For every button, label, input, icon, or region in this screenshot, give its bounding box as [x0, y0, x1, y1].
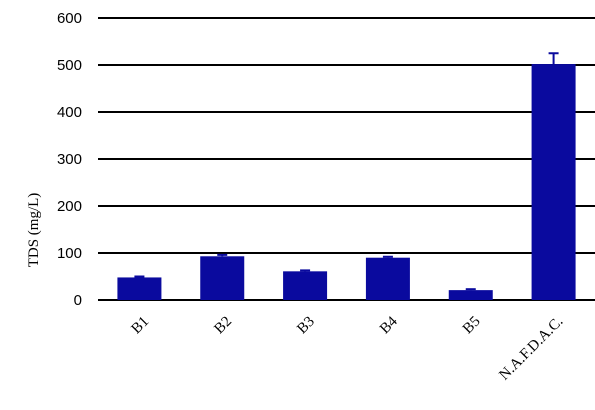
- y-tick-label: 0: [74, 292, 82, 309]
- y-tick-label: 300: [57, 151, 82, 168]
- bars: [117, 64, 576, 300]
- y-tick-label: 400: [57, 104, 82, 121]
- bar-b2: [200, 256, 245, 300]
- y-tick-label: 100: [57, 245, 82, 262]
- x-tick-label: B5: [460, 314, 484, 338]
- y-tick-label: 500: [57, 57, 82, 74]
- bar-b5: [448, 290, 493, 300]
- bar-b4: [365, 257, 410, 300]
- x-tick-labels: B1 B2 B3 B4 B5 N.A.F.D.A.C.: [129, 313, 567, 383]
- error-bars: [134, 52, 559, 291]
- x-tick-label: B2: [211, 314, 235, 338]
- x-tick-label: B3: [294, 314, 318, 338]
- x-tick-label: N.A.F.D.A.C.: [496, 314, 566, 384]
- bar-b1: [117, 277, 162, 300]
- y-tick-label: 600: [57, 10, 82, 27]
- y-tick-labels: 0 100 200 300 400 500 600: [57, 10, 82, 309]
- x-tick-label: B1: [129, 314, 153, 338]
- y-axis-title: TDS (mg/L): [26, 193, 42, 268]
- x-tick-label: B4: [377, 313, 401, 337]
- bar-b3: [283, 271, 328, 300]
- bar-n-a-f-d-a-c: [531, 64, 576, 300]
- y-tick-label: 200: [57, 198, 82, 215]
- gridlines: [98, 17, 595, 301]
